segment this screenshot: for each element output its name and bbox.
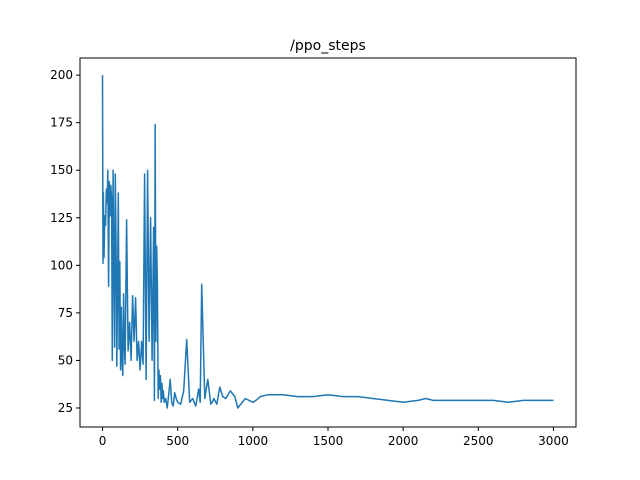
- y-tick-label: 100: [50, 258, 73, 272]
- y-tick-label: 200: [50, 68, 73, 82]
- y-tick-label: 125: [50, 211, 73, 225]
- x-tick-label: 500: [166, 434, 189, 448]
- chart-title: /ppo_steps: [290, 38, 366, 54]
- x-tick-label: 0: [99, 434, 107, 448]
- y-tick-label: 175: [50, 116, 73, 130]
- x-axis: 0 500 1000 1500 2000 2500 3000: [99, 427, 569, 448]
- x-tick-label: 2500: [463, 434, 494, 448]
- y-axis: 25 50 75 100 125 150 175 200: [50, 68, 80, 415]
- y-tick-label: 75: [58, 306, 73, 320]
- x-tick-label: 1000: [238, 434, 269, 448]
- x-tick-label: 2000: [388, 434, 419, 448]
- y-tick-label: 150: [50, 163, 73, 177]
- plot-area: [101, 75, 554, 409]
- x-tick-label: 3000: [538, 434, 569, 448]
- series-line: [101, 75, 554, 409]
- y-tick-label: 25: [58, 401, 73, 415]
- x-tick-label: 1500: [313, 434, 344, 448]
- y-tick-label: 50: [58, 353, 73, 367]
